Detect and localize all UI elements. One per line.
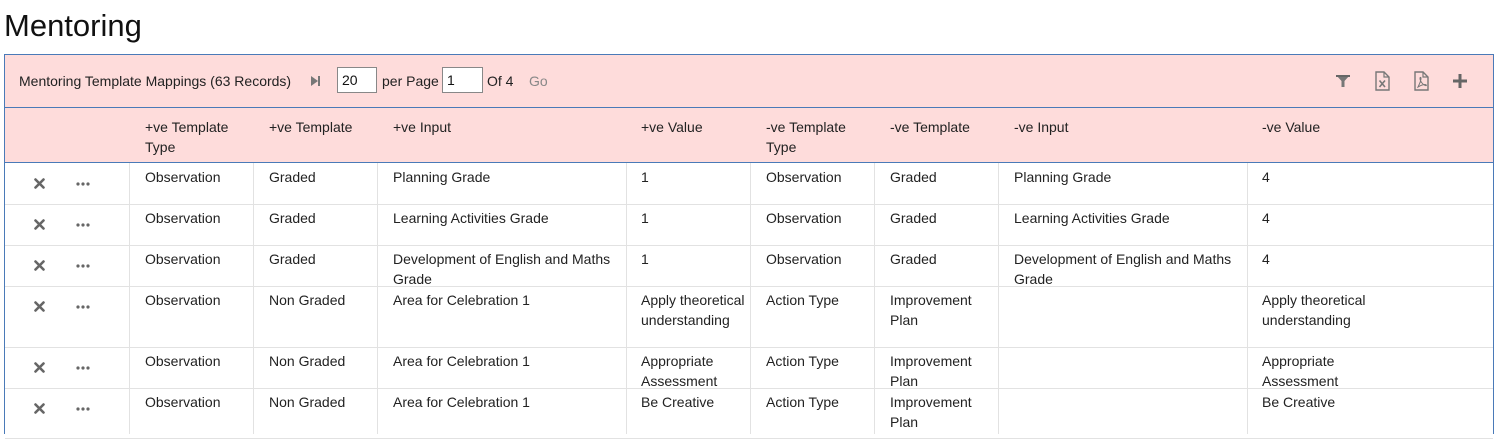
cell-negative-value: Apply theoretical understanding [1262, 292, 1366, 328]
more-options-icon[interactable] [76, 182, 90, 186]
table-row: Observation Non Graded Area for Celebratio… [5, 389, 1493, 439]
more-options-icon[interactable] [76, 264, 90, 268]
cell-negative-template: Improvement Plan [890, 394, 972, 430]
cell-positive-template-type: Observation [145, 353, 221, 369]
cell-negative-template: Improvement Plan [890, 292, 972, 328]
more-options-icon[interactable] [76, 366, 90, 370]
go-button[interactable]: Go [529, 73, 548, 89]
cell-negative-value: 4 [1262, 251, 1270, 267]
cell-positive-input: Area for Celebration 1 [393, 394, 530, 410]
more-options-icon[interactable] [76, 407, 90, 411]
cell-positive-template: Non Graded [269, 353, 346, 369]
cell-positive-value: Appropriate Assessment [641, 353, 718, 389]
column-divider [750, 163, 751, 434]
column-header-negative-value[interactable]: -ve Value [1262, 119, 1321, 135]
cell-negative-input: Planning Grade [1014, 169, 1112, 185]
table-row: Observation Graded Planning Grade 1 Observat… [5, 164, 1493, 205]
page-number-input[interactable] [442, 67, 483, 93]
cell-positive-value: 1 [641, 251, 649, 267]
cell-positive-template: Graded [269, 169, 316, 185]
cell-negative-value: Be Creative [1262, 394, 1336, 410]
page-size-input[interactable] [337, 67, 377, 93]
filter-icon[interactable] [1333, 71, 1353, 91]
delete-icon[interactable] [34, 362, 45, 373]
cell-negative-template: Graded [890, 210, 937, 226]
cell-negative-template: Improvement Plan [890, 353, 972, 389]
column-header-negative-template-type[interactable]: -ve Template Type [766, 119, 846, 155]
export-excel-icon[interactable] [1372, 71, 1392, 91]
delete-icon[interactable] [34, 260, 45, 271]
cell-negative-template-type: Observation [766, 251, 842, 267]
more-options-icon[interactable] [76, 305, 90, 309]
cell-positive-input: Learning Activities Grade [393, 210, 549, 226]
cell-positive-input: Area for Celebration 1 [393, 292, 530, 308]
cell-negative-template: Graded [890, 251, 937, 267]
cell-positive-value: Apply theoretical understanding [641, 292, 745, 328]
cell-positive-input: Planning Grade [393, 169, 491, 185]
cell-positive-template: Non Graded [269, 292, 346, 308]
mappings-grid-panel: Mentoring Template Mappings (63 Records)… [4, 54, 1494, 439]
grid-title: Mentoring Template Mappings (63 Records) [19, 73, 292, 89]
export-pdf-icon[interactable] [1411, 71, 1431, 91]
cell-positive-template-type: Observation [145, 292, 221, 308]
table-row: Observation Graded Learning Activities Gra… [5, 205, 1493, 246]
column-header-negative-input[interactable]: -ve Input [1014, 119, 1069, 135]
page-count-label: Of 4 [487, 73, 514, 89]
cell-positive-input: Development of English and Maths Grade [393, 251, 611, 287]
more-options-icon[interactable] [76, 223, 90, 227]
cell-negative-value: 4 [1262, 210, 1270, 226]
table-row: Observation Non Graded Area for Celebratio… [5, 348, 1493, 389]
cell-positive-value: 1 [641, 169, 649, 185]
add-icon[interactable] [1450, 71, 1470, 91]
cell-positive-template-type: Observation [145, 251, 221, 267]
column-divider [377, 163, 378, 434]
column-header-positive-template-type[interactable]: +ve Template Type [145, 119, 229, 155]
table-row: Observation Graded Development of English … [5, 246, 1493, 287]
cell-negative-template-type: Action Type [766, 353, 839, 369]
cell-positive-value: Be Creative [641, 394, 715, 410]
column-divider [998, 163, 999, 434]
delete-icon[interactable] [34, 178, 45, 189]
cell-negative-template: Graded [890, 169, 937, 185]
grid-toolbar: Mentoring Template Mappings (63 Records)… [5, 55, 1493, 108]
cell-negative-template-type: Observation [766, 210, 842, 226]
column-divider [1247, 163, 1248, 434]
cell-positive-template-type: Observation [145, 169, 221, 185]
cell-negative-value: 4 [1262, 169, 1270, 185]
per-page-label: per Page [382, 73, 439, 89]
column-header-negative-template[interactable]: -ve Template [890, 119, 970, 135]
cell-positive-template: Non Graded [269, 394, 346, 410]
cell-negative-template-type: Action Type [766, 394, 839, 410]
delete-icon[interactable] [34, 301, 45, 312]
column-divider [253, 163, 254, 434]
column-divider [874, 163, 875, 434]
cell-negative-template-type: Observation [766, 169, 842, 185]
cell-negative-template-type: Action Type [766, 292, 839, 308]
cell-negative-input: Learning Activities Grade [1014, 210, 1170, 226]
cell-positive-template-type: Observation [145, 210, 221, 226]
cell-negative-input: Development of English and Maths Grade [1014, 251, 1232, 287]
column-header-positive-value[interactable]: +ve Value [641, 119, 703, 135]
cell-positive-template: Graded [269, 251, 316, 267]
table-row: Observation Non Graded Area for Celebratio… [5, 287, 1493, 348]
column-divider [626, 163, 627, 434]
column-divider [129, 163, 130, 434]
cell-positive-template: Graded [269, 210, 316, 226]
delete-icon[interactable] [34, 219, 45, 230]
cell-positive-value: 1 [641, 210, 649, 226]
delete-icon[interactable] [34, 403, 45, 414]
page-title: Mentoring [4, 8, 142, 43]
cell-negative-value: Appropriate Assessment [1262, 353, 1339, 389]
column-header-positive-template[interactable]: +ve Template [269, 119, 353, 135]
cell-positive-template-type: Observation [145, 394, 221, 410]
grid-header-row: +ve Template Type +ve Template +ve Input… [5, 108, 1493, 163]
column-header-positive-input[interactable]: +ve Input [393, 119, 451, 135]
last-page-icon[interactable] [308, 74, 322, 88]
cell-positive-input: Area for Celebration 1 [393, 353, 530, 369]
